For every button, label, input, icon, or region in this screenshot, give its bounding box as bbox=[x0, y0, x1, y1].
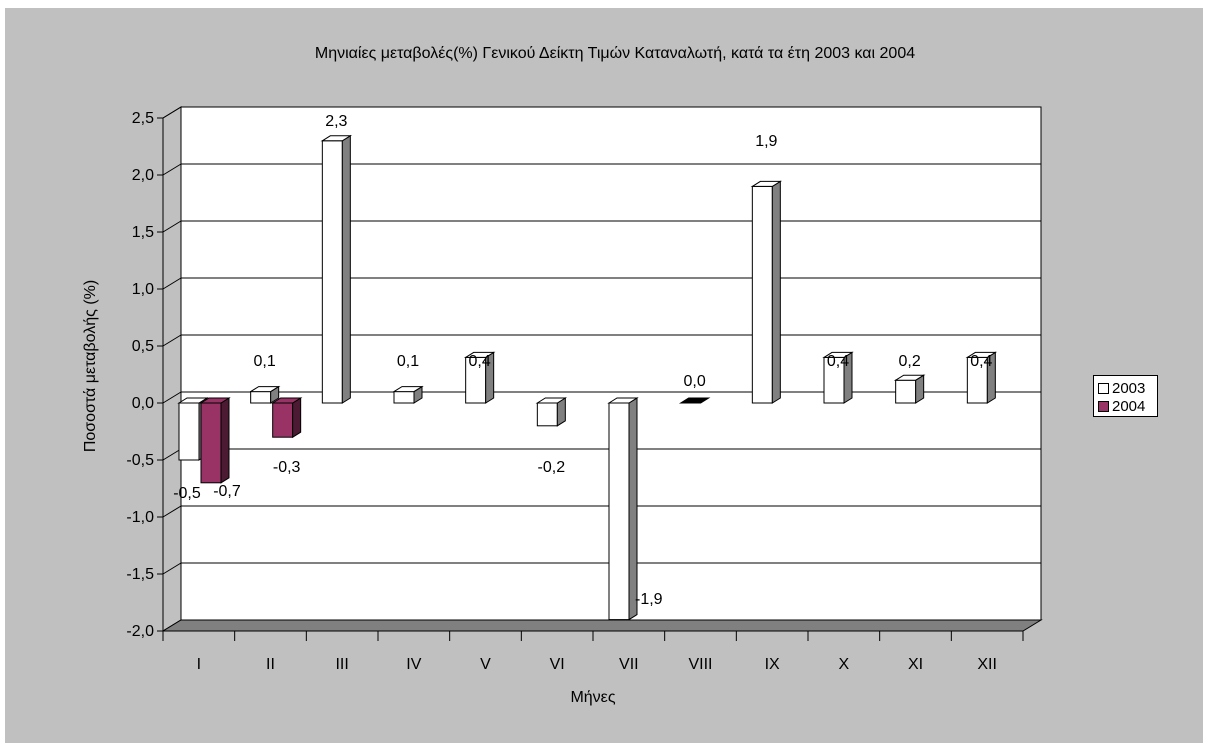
data-label: -1,9 bbox=[635, 591, 663, 608]
gridline-side bbox=[162, 106, 182, 119]
legend-swatch-2004 bbox=[1098, 400, 1109, 412]
legend-item-2004: 2004 bbox=[1098, 397, 1146, 415]
plot-layer: 2,52,01,51,00,50,0-0,5-1,0-1,5-2,0I II III… bbox=[126, 106, 1043, 673]
y-tick-label: -0,5 bbox=[126, 452, 154, 469]
bar bbox=[607, 397, 639, 621]
data-label: 0,2 bbox=[899, 353, 921, 370]
bar bbox=[392, 385, 424, 404]
bar bbox=[320, 134, 353, 404]
x-tick-label: V bbox=[480, 656, 491, 673]
data-label: -0,5 bbox=[173, 485, 201, 502]
y-axis-label: Ποσοστά μεταβολής (%) bbox=[82, 280, 99, 452]
data-label: 1,9 bbox=[755, 133, 777, 150]
gridline-side bbox=[162, 505, 182, 518]
y-tick-label: 1,5 bbox=[132, 224, 154, 241]
y-tick-label: 0,0 bbox=[132, 395, 154, 412]
bar bbox=[199, 397, 231, 484]
x-tick-label: IX bbox=[765, 656, 780, 673]
legend-label-2003: 2003 bbox=[1112, 379, 1146, 397]
bar bbox=[535, 397, 568, 427]
data-label: -0,7 bbox=[213, 483, 241, 500]
bar bbox=[965, 351, 998, 404]
x-tick-label: X bbox=[838, 656, 849, 673]
gridline-side bbox=[162, 562, 182, 575]
data-label: 0,1 bbox=[397, 353, 419, 370]
data-label: 0,4 bbox=[827, 353, 849, 370]
gridline-side bbox=[162, 220, 182, 233]
legend-item-2003: 2003 bbox=[1098, 379, 1146, 397]
data-label: 0,4 bbox=[469, 353, 491, 370]
bar bbox=[750, 180, 783, 404]
data-label: 2,3 bbox=[325, 113, 347, 130]
y-tick-label: 2,0 bbox=[132, 167, 154, 184]
x-tick-label: II bbox=[266, 656, 275, 673]
x-tick-label: VIII bbox=[688, 656, 712, 673]
x-tick-label: VII bbox=[619, 656, 639, 673]
x-tick-label: III bbox=[335, 656, 348, 673]
data-label: -0,2 bbox=[538, 459, 566, 476]
bar bbox=[893, 374, 926, 404]
y-tick-label: 2,5 bbox=[132, 110, 154, 127]
gridline-side bbox=[162, 163, 182, 176]
gridline-side bbox=[162, 277, 182, 290]
y-tick-label: -1,5 bbox=[126, 566, 154, 583]
chart-title: Μηνιαίες μεταβολές(%) Γενικού Δείκτη Τιμ… bbox=[315, 45, 915, 62]
data-label: -0,3 bbox=[273, 459, 301, 476]
y-tick-label: -1,0 bbox=[126, 509, 154, 526]
x-tick-label: IV bbox=[406, 656, 421, 673]
x-tick-label: VI bbox=[550, 656, 565, 673]
data-label: 0,0 bbox=[684, 373, 706, 390]
x-tick-label: XI bbox=[908, 656, 923, 673]
legend-label-2004: 2004 bbox=[1112, 397, 1146, 415]
bar bbox=[678, 397, 711, 404]
bar bbox=[270, 397, 303, 439]
bar bbox=[463, 351, 496, 404]
plot-side-wall bbox=[162, 106, 182, 632]
x-tick-label: I bbox=[197, 656, 201, 673]
x-axis-label: Μήνες bbox=[570, 689, 615, 706]
y-tick-label: -2,0 bbox=[126, 623, 154, 640]
gridline-side bbox=[162, 448, 182, 461]
data-label: 0,4 bbox=[970, 353, 992, 370]
gridline-side bbox=[162, 391, 182, 404]
plot-floor bbox=[161, 619, 1043, 632]
x-tick-label: XII bbox=[977, 656, 997, 673]
y-tick-label: 0,5 bbox=[132, 338, 154, 355]
y-tick-label: 1,0 bbox=[132, 281, 154, 298]
data-label: 0,1 bbox=[254, 353, 276, 370]
legend-swatch-2003 bbox=[1098, 382, 1109, 394]
gridline-side bbox=[162, 334, 182, 347]
bar bbox=[822, 351, 854, 404]
bar bbox=[248, 385, 281, 404]
legend: 2003 2004 bbox=[1093, 375, 1158, 417]
